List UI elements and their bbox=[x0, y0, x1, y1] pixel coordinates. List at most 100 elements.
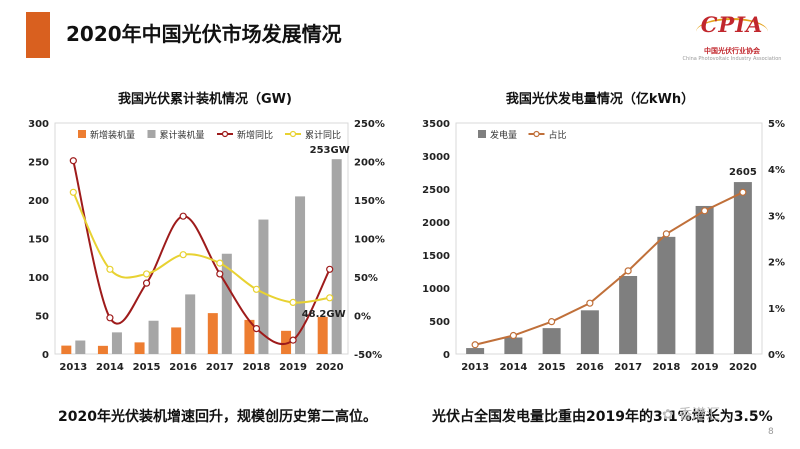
chart-title: 我国光伏累计装机情况（GW) bbox=[118, 91, 292, 107]
line-point bbox=[252, 324, 261, 333]
y2-tick-label: -50% bbox=[354, 350, 382, 361]
bar-b bbox=[331, 159, 342, 354]
line-point bbox=[586, 299, 594, 307]
legend-swatch bbox=[478, 130, 486, 138]
logo-arc bbox=[696, 18, 768, 46]
y-tick-label: 250 bbox=[28, 158, 49, 169]
bar-b bbox=[75, 340, 86, 354]
x-tick-label: 2016 bbox=[576, 362, 604, 373]
line-point bbox=[216, 270, 224, 278]
y-tick-label: 2000 bbox=[422, 218, 450, 229]
legend-marker bbox=[533, 130, 540, 138]
caption-right: 光伏占全国发电量比重由2019年的3.1%增长为3.5% bbox=[432, 409, 773, 425]
y-tick-label: 1500 bbox=[422, 251, 450, 262]
bar-a bbox=[504, 337, 523, 354]
y-tick-label: 1000 bbox=[422, 284, 450, 295]
y-tick-label: 3500 bbox=[422, 119, 450, 130]
x-tick-label: 2019 bbox=[279, 362, 307, 373]
legend-label: 发电量 bbox=[490, 129, 517, 141]
bar-a bbox=[207, 313, 218, 354]
line-point bbox=[106, 265, 114, 273]
line-point bbox=[624, 267, 632, 275]
x-tick-label: 2014 bbox=[96, 362, 124, 373]
bar-a bbox=[134, 342, 145, 354]
line-point bbox=[326, 294, 334, 302]
watermark-text: 香港汇 bbox=[678, 407, 721, 423]
legend-swatch bbox=[78, 130, 86, 138]
bar-a bbox=[97, 345, 108, 354]
bar-a bbox=[580, 310, 599, 354]
x-tick-label: 2015 bbox=[133, 362, 161, 373]
page-number: 8 bbox=[768, 427, 774, 437]
y2-tick-label: 5% bbox=[768, 119, 785, 130]
x-tick-label: 2014 bbox=[499, 362, 527, 373]
y-tick-label: 50 bbox=[35, 312, 49, 323]
x-tick-label: 2015 bbox=[538, 362, 566, 373]
bar-a bbox=[542, 328, 561, 354]
line-point bbox=[142, 279, 151, 287]
legend-marker bbox=[289, 130, 297, 138]
line-point bbox=[509, 331, 517, 340]
plot-frame bbox=[54, 122, 349, 355]
bar-b bbox=[258, 219, 269, 354]
data-label: 2605 bbox=[729, 167, 757, 178]
legend-label: 占比 bbox=[549, 129, 567, 141]
cumulative-capacity-chart: 我国光伏累计装机情况（GW) 0 50 100 150 200 250 300 -50% 0% 50… bbox=[28, 91, 385, 373]
bar-a bbox=[619, 275, 638, 354]
line-point bbox=[289, 336, 297, 344]
bar-a bbox=[244, 319, 255, 354]
title-accent-bar bbox=[26, 12, 50, 58]
bar-a bbox=[657, 236, 676, 354]
bar-a bbox=[281, 330, 292, 354]
y2-tick-label: 0% bbox=[354, 312, 371, 323]
bar-a bbox=[171, 327, 182, 354]
logo-name-cn: 中国光伏行业协会 bbox=[704, 47, 760, 55]
line-point bbox=[252, 285, 261, 293]
bar-b bbox=[221, 253, 232, 354]
bar-a bbox=[61, 345, 72, 354]
legend-label: 新增装机量 bbox=[90, 129, 135, 141]
generation-chart: 我国光伏发电量情况（亿kWh） 0 500 1000 1500 2000 2500 3000 3… bbox=[422, 91, 785, 373]
x-tick-label: 2017 bbox=[206, 362, 234, 373]
plot-frame bbox=[455, 122, 763, 355]
y-tick-label: 2500 bbox=[422, 185, 450, 196]
y2-tick-label: 200% bbox=[354, 158, 385, 169]
y2-tick-label: 250% bbox=[354, 119, 385, 130]
line-point bbox=[471, 341, 479, 349]
line-point bbox=[662, 230, 670, 238]
line-point bbox=[739, 188, 747, 196]
y-tick-label: 100 bbox=[28, 273, 49, 284]
x-tick-label: 2018 bbox=[652, 362, 680, 373]
line-point bbox=[326, 265, 334, 273]
line-point bbox=[216, 259, 224, 267]
legend-label: 新增同比 bbox=[237, 129, 273, 141]
legend-label: 累计同比 bbox=[305, 129, 341, 141]
bar-a bbox=[466, 348, 485, 354]
y-tick-label: 0 bbox=[443, 350, 450, 361]
caption-left: 2020年光伏装机增速回升，规模创历史第二高位。 bbox=[58, 409, 377, 425]
x-tick-label: 2013 bbox=[59, 362, 87, 373]
slide-title: 2020年中国光伏市场发展情况 bbox=[66, 22, 342, 46]
logo-mark: CPIA bbox=[700, 12, 764, 37]
x-tick-label: 2013 bbox=[461, 362, 489, 373]
chart-title: 我国光伏发电量情况（亿kWh） bbox=[506, 91, 694, 107]
bar-b bbox=[185, 294, 196, 354]
wechat-icon: ✿ bbox=[662, 407, 674, 423]
bar-b bbox=[148, 320, 159, 354]
y2-tick-label: 1% bbox=[768, 304, 785, 315]
line-point bbox=[69, 157, 77, 165]
x-tick-label: 2020 bbox=[729, 362, 757, 373]
legend-label: 累计装机量 bbox=[160, 129, 205, 141]
line-point bbox=[142, 270, 151, 278]
data-label: 253GW bbox=[310, 145, 350, 156]
bar-b bbox=[111, 332, 122, 354]
legend-marker bbox=[221, 130, 229, 138]
line-point bbox=[701, 207, 709, 215]
y-tick-label: 300 bbox=[28, 119, 49, 130]
watermark: ✿ 香港汇 bbox=[662, 404, 720, 424]
line-point bbox=[179, 212, 187, 220]
y2-tick-label: 4% bbox=[768, 165, 785, 176]
x-tick-label: 2020 bbox=[316, 362, 344, 373]
y-tick-label: 200 bbox=[28, 196, 49, 207]
x-tick-label: 2016 bbox=[169, 362, 197, 373]
